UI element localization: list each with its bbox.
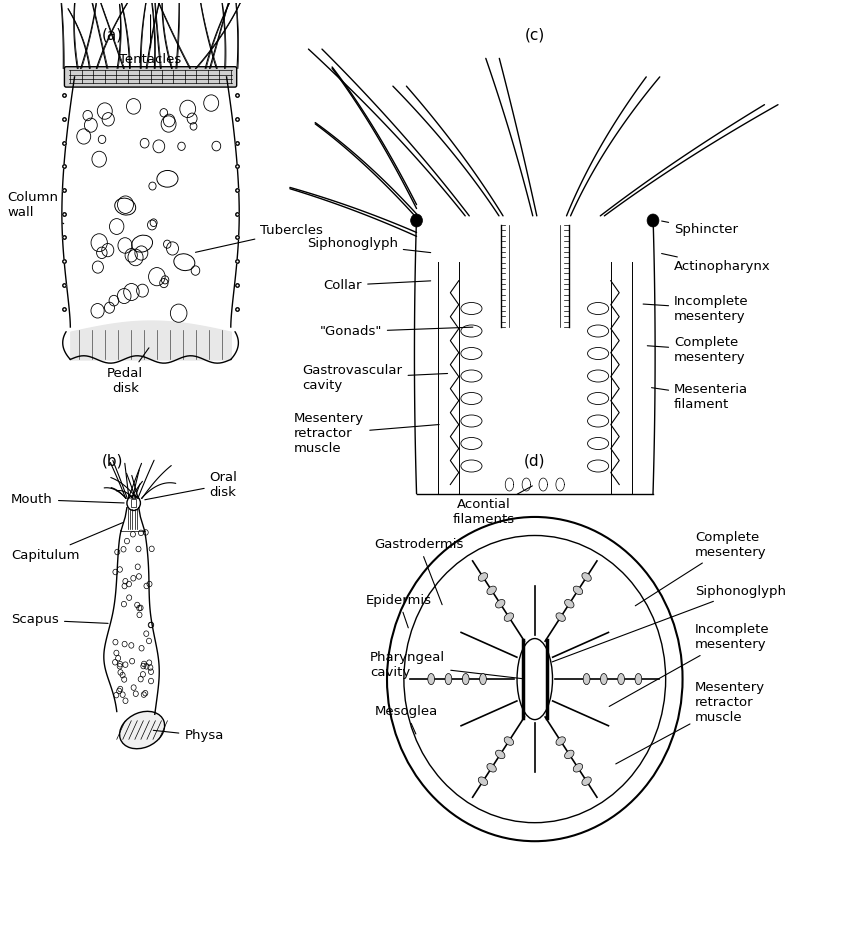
Text: Tubercles: Tubercles [196, 225, 323, 253]
Ellipse shape [573, 763, 582, 772]
Ellipse shape [582, 573, 592, 582]
Text: Mesentery
retractor
muscle: Mesentery retractor muscle [615, 680, 765, 764]
Text: Collar: Collar [324, 279, 431, 292]
Text: Siphonoglyph: Siphonoglyph [307, 237, 431, 253]
Text: Mouth: Mouth [11, 493, 124, 506]
Text: Scapus: Scapus [11, 613, 108, 626]
Ellipse shape [564, 750, 574, 759]
Ellipse shape [600, 674, 607, 685]
Ellipse shape [504, 613, 513, 622]
Bar [131, 500, 136, 507]
Ellipse shape [556, 613, 565, 622]
FancyBboxPatch shape [65, 67, 236, 87]
Circle shape [647, 214, 659, 227]
Text: Complete
mesentery: Complete mesentery [648, 336, 745, 364]
Text: Mesoglea: Mesoglea [374, 705, 438, 734]
Text: Gastrodermis: Gastrodermis [374, 539, 464, 605]
Circle shape [387, 517, 683, 842]
Ellipse shape [582, 777, 592, 786]
Ellipse shape [479, 674, 486, 685]
Text: Mesentery
retractor
muscle: Mesentery retractor muscle [294, 412, 439, 455]
Ellipse shape [120, 711, 165, 748]
Text: Actinopharynx: Actinopharynx [661, 254, 771, 273]
Ellipse shape [496, 599, 505, 608]
Text: Pedal
disk: Pedal disk [107, 348, 149, 395]
Ellipse shape [504, 737, 513, 746]
Text: Oral
disk: Oral disk [144, 471, 237, 500]
Text: Complete
mesentery: Complete mesentery [635, 530, 767, 606]
Text: Incomplete
mesentery: Incomplete mesentery [643, 295, 749, 322]
Text: Siphonoglyph: Siphonoglyph [552, 584, 786, 662]
Ellipse shape [479, 573, 488, 582]
Text: (c): (c) [524, 28, 545, 43]
Text: Tentacles: Tentacles [120, 15, 182, 66]
Text: Physa: Physa [153, 730, 224, 742]
Ellipse shape [428, 674, 434, 685]
Circle shape [411, 214, 422, 227]
Text: Sphincter: Sphincter [661, 221, 738, 236]
Text: (a): (a) [102, 28, 123, 43]
Ellipse shape [487, 763, 496, 772]
Ellipse shape [583, 674, 590, 685]
Text: Incomplete
mesentery: Incomplete mesentery [609, 624, 770, 706]
Text: (d): (d) [524, 454, 546, 469]
Ellipse shape [635, 674, 642, 685]
Ellipse shape [618, 674, 625, 685]
Ellipse shape [496, 750, 505, 759]
Text: Pharyngeal
cavity: Pharyngeal cavity [370, 651, 523, 679]
Ellipse shape [479, 777, 488, 786]
Text: Column
wall: Column wall [7, 191, 64, 224]
Text: Acontial
filaments: Acontial filaments [453, 486, 532, 527]
Ellipse shape [564, 599, 574, 608]
Ellipse shape [556, 737, 565, 746]
Ellipse shape [462, 674, 469, 685]
Ellipse shape [573, 586, 582, 595]
Ellipse shape [445, 674, 452, 685]
Text: "Gonads": "Gonads" [320, 325, 473, 338]
Text: Epidermis: Epidermis [366, 594, 432, 628]
Text: (b): (b) [102, 454, 123, 469]
Text: Capitulum: Capitulum [11, 523, 122, 562]
Text: Gastrovascular
cavity: Gastrovascular cavity [303, 364, 448, 392]
Ellipse shape [487, 586, 496, 595]
Text: Mesenteria
filament: Mesenteria filament [652, 382, 748, 410]
